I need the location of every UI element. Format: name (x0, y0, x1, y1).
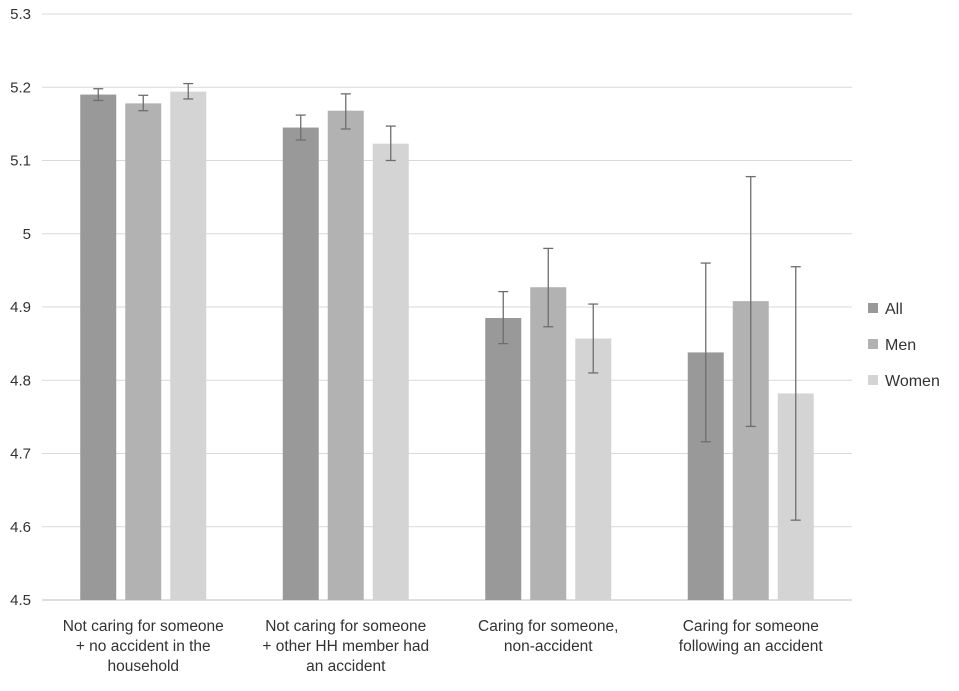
y-tick-label: 5.1 (10, 153, 31, 170)
y-tick-label: 4.6 (10, 519, 31, 536)
bar-men (125, 103, 161, 600)
bar-women (170, 92, 206, 600)
x-category-label: Not caring for someone + no accident in t… (63, 618, 224, 675)
x-axis-category-labels: Not caring for someone + no accident in t… (63, 618, 824, 675)
grid (42, 14, 852, 600)
x-category-label-line: Caring for someone, (478, 618, 618, 635)
x-category-label-line: + no accident in the (76, 638, 211, 655)
x-category-label-line: following an accident (679, 638, 824, 655)
legend-swatch-all (868, 303, 878, 313)
y-tick-label: 4.7 (10, 446, 31, 463)
bar-men (328, 111, 364, 600)
bar-all (80, 95, 116, 600)
legend-label-men: Men (885, 337, 916, 354)
bar-women (373, 144, 409, 600)
x-category-label-line: + other HH member had (262, 638, 429, 655)
x-category-label-line: Not caring for someone (265, 618, 426, 635)
bar-men (530, 287, 566, 600)
legend: All Men Women (868, 301, 940, 390)
bar-all (485, 318, 521, 600)
y-tick-label: 4.5 (10, 592, 31, 609)
x-category-label-line: household (107, 658, 179, 675)
x-category-label-line: an accident (306, 658, 386, 675)
bar-women (575, 338, 611, 600)
y-tick-label: 4.8 (10, 372, 31, 389)
x-category-label: Caring for someone following an accident (679, 618, 824, 655)
legend-label-all: All (885, 301, 903, 318)
y-axis-tick-labels: 5.3 5.2 5.1 5 4.9 4.8 4.7 4.6 4.5 (10, 6, 31, 609)
bar-all (283, 128, 319, 600)
legend-swatch-men (868, 339, 878, 349)
x-category-label-line: Not caring for someone (63, 618, 224, 635)
x-category-label-line: non-accident (504, 638, 593, 655)
y-tick-label: 4.9 (10, 299, 31, 316)
y-tick-label: 5 (23, 226, 31, 243)
x-category-label-line: Caring for someone (683, 618, 819, 635)
legend-swatch-women (868, 375, 878, 385)
x-category-label: Caring for someone, non-accident (478, 618, 618, 655)
y-tick-label: 5.3 (10, 6, 31, 23)
legend-label-women: Women (885, 373, 940, 390)
bars (80, 92, 814, 600)
y-tick-label: 5.2 (10, 79, 31, 96)
x-category-label: Not caring for someone + other HH member … (262, 618, 429, 675)
